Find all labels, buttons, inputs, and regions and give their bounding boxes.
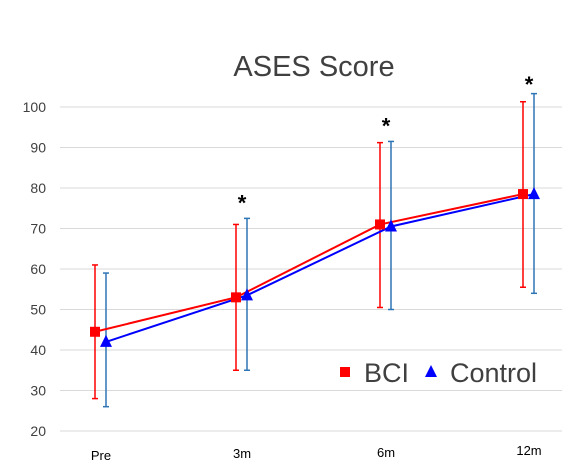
y-tick-50: 50 <box>30 302 46 318</box>
marker-control-3m <box>241 288 253 301</box>
y-tick-labels: 20 30 40 50 60 70 80 90 100 <box>23 99 47 439</box>
y-tick-70: 70 <box>30 221 46 237</box>
y-tick-30: 30 <box>30 383 46 399</box>
marker-bci-6m <box>375 219 385 230</box>
significance-asterisk-3m: * <box>238 190 247 215</box>
legend-marker-control <box>425 365 437 377</box>
series-lines <box>94 193 535 343</box>
significance-annotations: * * * <box>238 72 534 215</box>
chart-title: ASES Score <box>233 51 394 83</box>
significance-asterisk-12m: * <box>525 72 534 97</box>
series-markers <box>90 187 540 347</box>
marker-control-6m <box>385 219 397 232</box>
y-tick-20: 20 <box>30 423 46 439</box>
marker-control-12m <box>528 187 540 200</box>
y-tick-80: 80 <box>30 180 46 196</box>
y-tick-100: 100 <box>23 99 47 115</box>
legend-label-control: Control <box>450 358 537 388</box>
y-tick-60: 60 <box>30 261 46 277</box>
marker-bci-12m <box>518 189 528 200</box>
x-tick-3m: 3m <box>233 446 251 461</box>
x-tick-Pre: Pre <box>91 448 111 463</box>
legend-label-bci: BCI <box>364 358 409 388</box>
legend: BCI Control <box>340 358 537 388</box>
legend-marker-bci <box>340 367 350 377</box>
marker-bci-3m <box>231 292 241 303</box>
marker-control-pre <box>100 334 112 347</box>
marker-bci-pre <box>90 326 100 337</box>
series-line-control <box>105 193 535 343</box>
series-line-bci <box>94 193 524 333</box>
y-tick-40: 40 <box>30 342 46 358</box>
x-tick-6m: 6m <box>377 445 395 460</box>
significance-asterisk-6m: * <box>382 113 391 138</box>
gridlines <box>60 106 562 432</box>
x-tick-labels: Pre 3m 6m 12m <box>91 443 542 463</box>
y-tick-90: 90 <box>30 140 46 156</box>
x-tick-12m: 12m <box>516 443 541 458</box>
